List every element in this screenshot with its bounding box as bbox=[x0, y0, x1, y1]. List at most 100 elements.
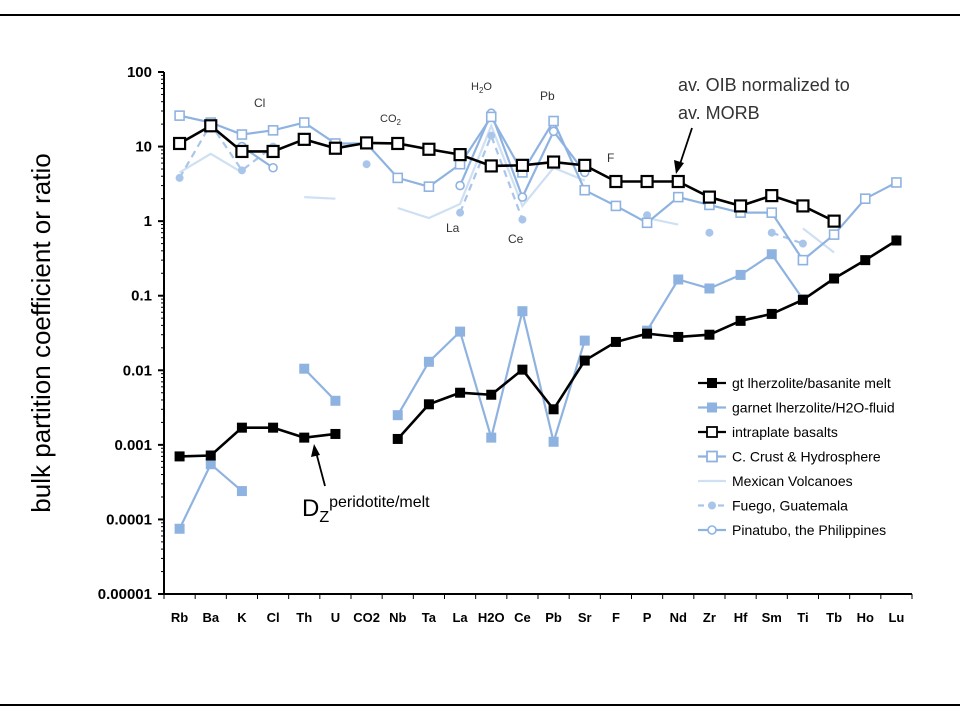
data-point bbox=[828, 229, 840, 240]
data-point bbox=[362, 160, 371, 169]
data-point bbox=[609, 174, 623, 189]
oib-arrow-head bbox=[674, 160, 684, 174]
data-point bbox=[643, 211, 652, 220]
h2o-annotation: H2O bbox=[471, 81, 492, 95]
data-point bbox=[391, 136, 405, 151]
data-point bbox=[548, 115, 559, 127]
x-tick-label: Nb bbox=[389, 610, 406, 625]
data-point bbox=[392, 172, 404, 184]
data-point bbox=[423, 356, 434, 367]
data-point bbox=[766, 207, 778, 218]
data-point bbox=[268, 422, 279, 433]
y-tick-label: 0.00001 bbox=[98, 586, 152, 603]
data-point bbox=[673, 331, 684, 342]
data-point bbox=[236, 422, 247, 433]
x-tick-label: F bbox=[612, 610, 620, 625]
data-point bbox=[237, 166, 246, 175]
data-point bbox=[298, 117, 310, 128]
data-point bbox=[392, 433, 403, 444]
data-point bbox=[578, 158, 592, 172]
data-point bbox=[330, 428, 341, 439]
data-point bbox=[267, 125, 279, 136]
data-point bbox=[299, 432, 310, 443]
data-point bbox=[579, 335, 590, 346]
x-tick-label: Ce bbox=[514, 610, 531, 625]
data-point bbox=[205, 459, 216, 470]
data-point bbox=[359, 136, 374, 150]
x-tick-label: Sr bbox=[578, 610, 592, 625]
legend-marker bbox=[708, 501, 716, 510]
data-point bbox=[797, 294, 808, 305]
x-tick-label: Ti bbox=[797, 610, 808, 625]
y-tick-label: 10 bbox=[135, 139, 152, 156]
data-point bbox=[860, 255, 871, 266]
legend-marker bbox=[707, 525, 717, 535]
legend-marker bbox=[707, 402, 717, 413]
legend-label: C. Crust & Hydrosphere bbox=[732, 449, 881, 465]
data-point bbox=[236, 486, 247, 497]
data-point bbox=[392, 410, 403, 421]
oib-annotation-line1: av. OIB normalized to bbox=[678, 75, 850, 95]
legend-label: Pinatubo, the Philippines bbox=[732, 522, 886, 538]
data-point bbox=[671, 174, 685, 189]
data-point bbox=[579, 355, 590, 366]
data-point bbox=[518, 215, 527, 224]
legend-marker bbox=[707, 378, 717, 388]
data-point bbox=[517, 192, 528, 202]
data-point bbox=[455, 326, 466, 337]
data-point bbox=[487, 131, 496, 140]
data-point bbox=[517, 306, 528, 317]
data-point bbox=[455, 387, 466, 398]
x-tick-label: Sm bbox=[762, 610, 782, 625]
data-point bbox=[640, 174, 654, 189]
f-annotation: F bbox=[607, 151, 614, 165]
y-tick-label: 0.1 bbox=[131, 288, 152, 305]
data-point bbox=[796, 199, 810, 213]
pb-annotation: Pb bbox=[540, 89, 555, 103]
data-point bbox=[174, 451, 185, 462]
data-point bbox=[174, 523, 185, 534]
data-point bbox=[798, 239, 807, 248]
data-point bbox=[735, 315, 746, 326]
legend-label: Fuego, Guatemala bbox=[732, 498, 848, 514]
data-point bbox=[486, 389, 497, 400]
series-line bbox=[179, 426, 336, 458]
data-point bbox=[891, 177, 902, 188]
data-point bbox=[702, 190, 717, 204]
data-point bbox=[299, 363, 310, 374]
legend-label: gt lherzolite/basanite melt bbox=[732, 375, 891, 391]
x-tick-label: Th bbox=[296, 610, 312, 625]
x-tick-label: Zr bbox=[703, 610, 716, 625]
x-tick-label: CO2 bbox=[353, 610, 380, 625]
y-tick-label: 0.01 bbox=[123, 362, 152, 379]
series-line bbox=[304, 196, 336, 200]
series-line bbox=[802, 227, 835, 254]
legend-marker bbox=[706, 426, 718, 438]
x-tick-label: Nd bbox=[670, 610, 687, 625]
data-point bbox=[765, 189, 779, 203]
data-point bbox=[422, 142, 436, 156]
series-line bbox=[178, 462, 243, 530]
data-point bbox=[455, 180, 465, 191]
data-point bbox=[797, 254, 809, 266]
data-point bbox=[766, 308, 777, 319]
data-point bbox=[705, 228, 714, 237]
data-point bbox=[172, 136, 187, 151]
x-tick-label: H2O bbox=[478, 610, 505, 625]
legend-label: intraplate basalts bbox=[732, 424, 838, 440]
data-point bbox=[733, 199, 748, 213]
data-point bbox=[175, 173, 184, 182]
ce-annotation: Ce bbox=[508, 232, 524, 246]
data-point bbox=[204, 119, 218, 133]
x-tick-label: K bbox=[237, 610, 247, 625]
data-point bbox=[423, 181, 435, 192]
data-point bbox=[891, 235, 902, 246]
x-tick-label: Rb bbox=[171, 610, 188, 625]
x-tick-label: Pb bbox=[545, 610, 562, 625]
y-tick-label: 0.001 bbox=[114, 437, 152, 454]
data-point bbox=[205, 450, 216, 461]
co2-annotation: CO2 bbox=[380, 113, 402, 127]
x-tick-label: Hf bbox=[734, 610, 748, 625]
x-tick-label: P bbox=[643, 610, 652, 625]
